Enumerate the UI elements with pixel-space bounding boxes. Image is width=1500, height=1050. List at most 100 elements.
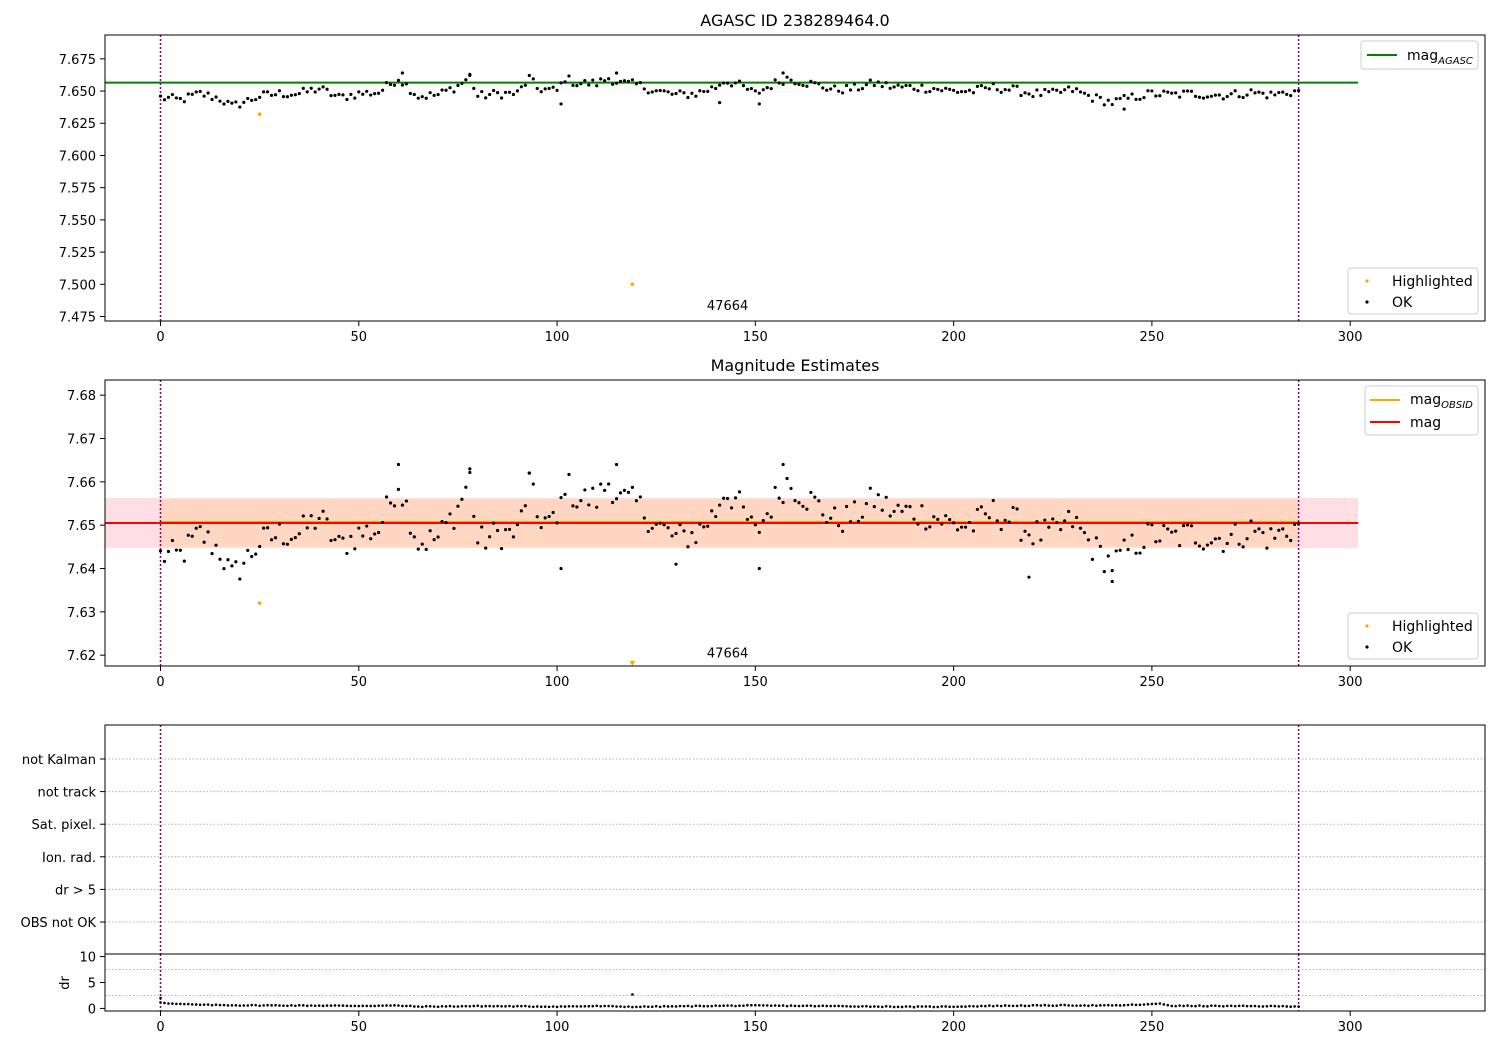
ok-point <box>1098 95 1102 99</box>
ok-point <box>1110 102 1114 107</box>
ok-point <box>1261 530 1265 535</box>
ok-point <box>206 91 210 95</box>
dr-point <box>964 1005 967 1008</box>
dr-point <box>1273 1004 1277 1008</box>
dr-point <box>420 1005 424 1009</box>
dr-point <box>1011 1004 1015 1008</box>
ok-point <box>230 564 234 568</box>
ok-point <box>1253 91 1257 95</box>
ok-point <box>1249 88 1253 92</box>
ok-point <box>995 88 999 92</box>
ok-point <box>1142 96 1146 100</box>
ok-point <box>436 92 440 97</box>
ok-point <box>638 81 642 85</box>
dr-point <box>1194 1004 1197 1008</box>
y-tick-label: 7.63 <box>67 606 96 621</box>
ok-point <box>595 84 599 88</box>
ok-point <box>1225 541 1229 546</box>
ok-point <box>706 524 710 528</box>
y-tick-label: 7.525 <box>59 246 96 261</box>
dr-point <box>472 1004 476 1008</box>
dr-point <box>210 1003 214 1007</box>
ok-point <box>297 532 301 536</box>
ok-point <box>940 522 944 526</box>
ok-point <box>349 534 353 538</box>
ok-point <box>321 509 325 513</box>
ok-point <box>718 83 722 87</box>
dr-point <box>365 1004 369 1008</box>
ok-point <box>563 492 567 496</box>
ok-point <box>773 78 777 82</box>
ok-point <box>281 542 286 546</box>
dr-point <box>361 1004 365 1008</box>
ok-point <box>991 498 995 503</box>
ok-point <box>1003 87 1007 92</box>
ok-point <box>733 496 738 500</box>
ok-point <box>432 93 436 97</box>
ok-point <box>539 526 543 530</box>
ok-point <box>785 476 789 481</box>
dr-point <box>1027 1004 1031 1008</box>
ok-point <box>551 85 555 89</box>
ok-point <box>559 81 563 85</box>
ok-point <box>305 526 309 530</box>
ok-point <box>555 88 559 92</box>
ok-point <box>1019 538 1023 542</box>
ok-point <box>587 503 591 507</box>
ok-point <box>753 523 757 527</box>
y-tick-label: 7.550 <box>59 214 96 229</box>
ok-point <box>591 78 595 82</box>
ok-point <box>329 538 333 543</box>
ok-point <box>722 81 726 85</box>
agasc-points-legend: Highlighted OK <box>1347 267 1479 315</box>
x-tick-label: 200 <box>941 330 966 345</box>
ok-point <box>610 500 615 505</box>
ok-point <box>1285 534 1289 538</box>
ok-point <box>848 520 853 524</box>
ok-point <box>844 504 849 509</box>
ok-point <box>408 531 412 535</box>
dr-point <box>440 1004 444 1008</box>
dr-point <box>777 1004 781 1008</box>
ok-point <box>658 88 662 93</box>
dr-point <box>670 1005 674 1008</box>
y-tick-label: 7.625 <box>59 117 96 132</box>
ok-point <box>166 95 171 99</box>
magnitude-y-ticks: 7.62 7.63 7.64 7.65 7.66 7.67 7.68 <box>67 389 105 664</box>
ok-point <box>1138 97 1142 101</box>
dr-point <box>309 1004 313 1007</box>
ok-point <box>1249 519 1253 523</box>
dr-point <box>1186 1004 1189 1007</box>
ok-point <box>1114 549 1118 553</box>
ok-point <box>388 82 393 87</box>
ok-point <box>654 89 658 93</box>
ok-point <box>813 81 817 85</box>
dr-point <box>706 1004 710 1008</box>
ok-point <box>238 105 242 109</box>
ok-point <box>1166 527 1170 531</box>
ok-point <box>1122 538 1126 542</box>
dr-point <box>579 1005 583 1008</box>
dr-point <box>654 1004 658 1008</box>
dr-point <box>266 1003 269 1007</box>
ok-point <box>1110 579 1114 584</box>
ok-point <box>825 88 829 92</box>
dr-point <box>1261 1005 1265 1008</box>
ok-point <box>1241 95 1245 100</box>
ok-point <box>325 87 329 91</box>
ok-point <box>230 101 234 105</box>
ok-point <box>1070 525 1075 529</box>
ok-point <box>226 99 230 103</box>
dr-point <box>1126 1003 1130 1007</box>
ok-point <box>265 90 270 94</box>
dr-point <box>686 1004 690 1008</box>
ok-point <box>614 81 619 85</box>
ok-point <box>384 81 389 85</box>
ok-point <box>741 505 746 509</box>
dr-point <box>805 1004 809 1007</box>
ok-point <box>388 501 393 505</box>
ok-point <box>900 85 904 89</box>
dr-point <box>595 1004 599 1008</box>
ok-point <box>1126 96 1130 100</box>
ok-point <box>781 82 785 86</box>
